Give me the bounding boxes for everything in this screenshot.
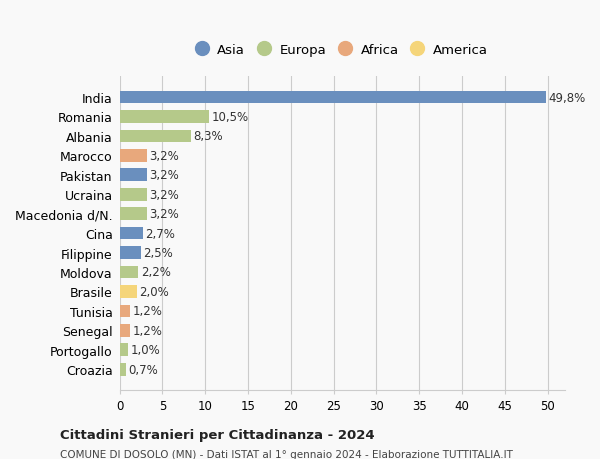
Text: 0,7%: 0,7%	[128, 363, 158, 376]
Bar	[119, 150, 147, 162]
Bar	[119, 130, 191, 143]
Bar	[119, 266, 139, 279]
Text: 1,0%: 1,0%	[131, 343, 160, 357]
Bar	[119, 363, 125, 376]
Bar	[119, 189, 147, 201]
Text: 1,2%: 1,2%	[133, 324, 162, 337]
Text: 3,2%: 3,2%	[149, 169, 179, 182]
Bar	[119, 227, 143, 240]
Text: 10,5%: 10,5%	[212, 111, 249, 123]
Bar	[119, 285, 137, 298]
Text: 2,5%: 2,5%	[143, 246, 173, 259]
Bar	[119, 305, 130, 318]
Bar	[119, 111, 209, 123]
Text: 2,0%: 2,0%	[139, 285, 169, 298]
Text: 3,2%: 3,2%	[149, 150, 179, 162]
Bar	[119, 344, 128, 356]
Text: 1,2%: 1,2%	[133, 305, 162, 318]
Text: 2,2%: 2,2%	[141, 266, 171, 279]
Text: COMUNE DI DOSOLO (MN) - Dati ISTAT al 1° gennaio 2024 - Elaborazione TUTTITALIA.: COMUNE DI DOSOLO (MN) - Dati ISTAT al 1°…	[60, 449, 513, 459]
Bar	[119, 246, 141, 259]
Text: 8,3%: 8,3%	[193, 130, 223, 143]
Text: 3,2%: 3,2%	[149, 208, 179, 221]
Bar	[119, 91, 546, 104]
Bar	[119, 169, 147, 182]
Text: 2,7%: 2,7%	[145, 227, 175, 240]
Text: Cittadini Stranieri per Cittadinanza - 2024: Cittadini Stranieri per Cittadinanza - 2…	[60, 428, 374, 441]
Legend: Asia, Europa, Africa, America: Asia, Europa, Africa, America	[196, 43, 488, 56]
Bar	[119, 325, 130, 337]
Bar	[119, 208, 147, 220]
Text: 49,8%: 49,8%	[548, 91, 586, 104]
Text: 3,2%: 3,2%	[149, 188, 179, 202]
